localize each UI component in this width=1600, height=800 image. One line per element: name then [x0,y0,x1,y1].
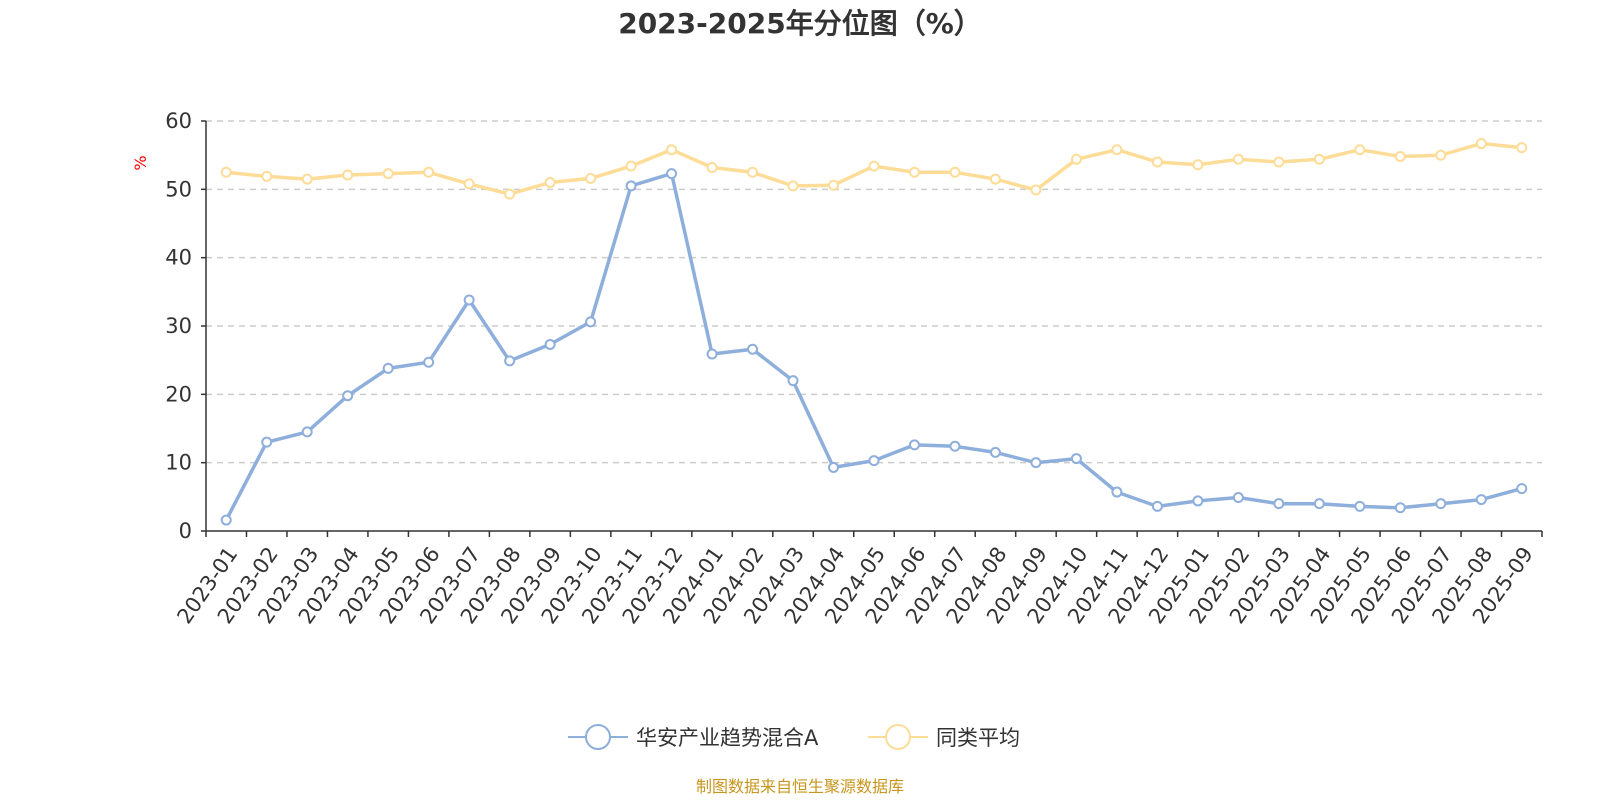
data-point-1[interactable] [1516,483,1528,495]
data-point-1[interactable] [1354,500,1366,512]
data-point-2[interactable] [666,144,678,156]
chart-title: 2023-2025年分位图（%） [618,7,982,40]
data-point-2[interactable] [1192,159,1204,171]
data-point-1[interactable] [504,355,516,367]
data-point-1[interactable] [342,390,354,402]
data-point-2[interactable] [868,160,880,172]
data-point-1[interactable] [544,338,556,350]
data-point-2[interactable] [1273,156,1285,168]
legend-label-1[interactable]: 华安产业趋势混合A [636,726,819,750]
data-point-2[interactable] [544,177,556,188]
data-point-2[interactable] [504,188,516,200]
legend-marker-1 [585,724,611,750]
data-point-1[interactable] [423,356,435,368]
y-tick-label: 30 [165,314,192,338]
data-point-1[interactable] [908,439,920,451]
data-point-2[interactable] [301,173,313,185]
data-point-1[interactable] [989,446,1001,458]
data-point-2[interactable] [423,166,435,178]
y-tick-label: 10 [165,451,192,475]
data-point-2[interactable] [1394,151,1406,163]
y-axis-unit: % [131,155,150,170]
y-tick-label: 60 [165,109,192,133]
data-point-2[interactable] [1435,149,1447,161]
data-point-1[interactable] [747,343,759,355]
data-point-2[interactable] [261,170,273,182]
data-point-1[interactable] [1435,498,1447,510]
data-point-1[interactable] [463,294,475,306]
data-point-1[interactable] [787,375,799,387]
data-point-2[interactable] [220,166,232,178]
data-point-2[interactable] [1516,142,1528,154]
legend: 华安产业趋势混合A 同类平均 [568,724,1020,750]
data-point-2[interactable] [908,166,920,178]
data-point-1[interactable] [828,461,840,473]
data-point-1[interactable] [1030,457,1042,469]
data-point-1[interactable] [261,436,273,448]
data-point-2[interactable] [1232,153,1244,165]
data-point-2[interactable] [382,168,394,180]
y-tick-label: 20 [165,382,192,406]
series-line-1 [224,171,1523,521]
data-point-1[interactable] [1232,492,1244,504]
axes [205,121,1542,532]
data-point-2[interactable] [463,178,475,190]
x-axis-ticks: 2023-012023-022023-032023-042023-052023-… [172,531,1543,628]
data-point-2[interactable] [989,173,1001,185]
data-point-1[interactable] [382,362,394,374]
data-point-1[interactable] [666,168,678,180]
data-point-2[interactable] [747,166,759,178]
data-point-1[interactable] [1111,486,1123,498]
data-point-2[interactable] [1070,153,1082,165]
data-point-2[interactable] [1313,153,1325,165]
data-point-1[interactable] [220,514,232,526]
data-point-2[interactable] [585,172,597,184]
data-point-2[interactable] [787,180,799,192]
data-point-1[interactable] [706,348,718,360]
data-point-1[interactable] [1313,498,1325,510]
grid-lines [206,120,1542,464]
data-point-2[interactable] [1475,138,1487,150]
series-points [220,138,1528,526]
data-point-1[interactable] [625,180,637,192]
data-point-2[interactable] [342,169,354,181]
data-source-note: 制图数据来自恒生聚源数据库 [696,777,904,796]
data-point-2[interactable] [1354,144,1366,156]
data-point-2[interactable] [1030,184,1042,196]
data-point-1[interactable] [1394,502,1406,514]
data-point-2[interactable] [949,166,961,178]
data-point-1[interactable] [301,426,313,438]
data-point-2[interactable] [1151,156,1163,168]
y-tick-label: 0 [179,519,192,543]
data-point-1[interactable] [1151,500,1163,512]
y-tick-label: 50 [165,177,192,201]
data-point-1[interactable] [1192,495,1204,507]
data-point-1[interactable] [1070,453,1082,465]
data-point-2[interactable] [828,179,840,191]
legend-marker-2 [885,724,911,750]
data-point-1[interactable] [1273,498,1285,510]
legend-label-2[interactable]: 同类平均 [936,726,1020,750]
data-point-2[interactable] [706,161,718,173]
y-axis-ticks: 0 10 20 30 40 50 60 [165,109,206,543]
data-point-1[interactable] [585,316,597,328]
data-point-2[interactable] [1111,144,1123,156]
data-point-1[interactable] [1475,494,1487,506]
y-tick-label: 40 [165,246,192,270]
data-point-1[interactable] [868,455,880,467]
data-point-2[interactable] [625,160,637,172]
data-point-1[interactable] [949,440,961,452]
